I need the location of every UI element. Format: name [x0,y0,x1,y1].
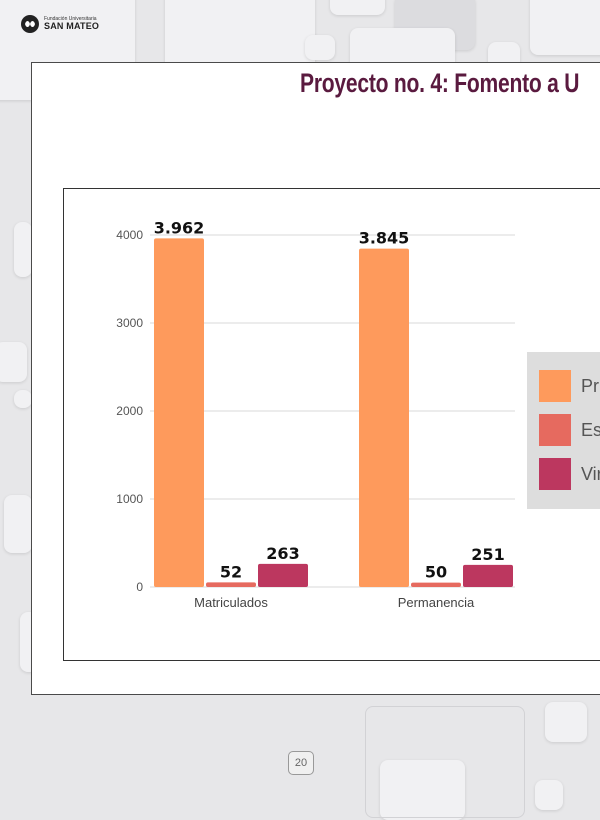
background-tile [0,342,27,382]
page-number: 20 [288,751,314,775]
data-label: 3.845 [359,229,410,248]
y-tick-label: 1000 [116,492,143,506]
logo: Fundación Universitaria SAN MATEO [20,14,99,34]
bar [154,238,204,587]
legend-swatch [539,458,571,490]
data-label: 52 [220,562,242,581]
legend-label: Esp [581,419,600,440]
y-tick-label: 4000 [116,228,143,242]
data-label: 251 [471,545,504,564]
x-tick-label: Matriculados [194,595,268,610]
chart-legend: Pr Esp Vir [527,352,600,509]
y-tick-label: 2000 [116,404,143,418]
logo-icon [21,15,39,33]
logo-subtitle: Fundación Universitaria [44,16,97,22]
legend-swatch [539,414,571,446]
x-tick-label: Permanencia [398,595,475,610]
legend-swatch [539,370,571,402]
data-label: 263 [266,544,299,563]
background-tile [4,495,32,553]
legend-label: Pr [581,375,599,396]
bar [411,582,461,587]
bar [258,563,308,587]
y-tick-label: 3000 [116,316,143,330]
bar-chart: 0 1000 2000 3000 4000 3.962 52 263 Matriculados 3… [116,218,515,610]
background-tile [14,222,32,277]
background-tile [14,390,32,408]
bar [463,564,513,587]
background-tile [305,35,335,60]
background-tile [545,702,587,742]
legend-item: Vir [539,458,600,490]
y-tick-label: 0 [136,580,143,594]
slide-title: Proyecto no. 4: Fomento a U [300,68,580,98]
bar [206,582,256,587]
background-tile [530,0,600,55]
data-label: 3.962 [154,218,205,237]
bar [359,248,409,587]
logo-name: SAN MATEO [44,21,100,31]
legend-label: Vir [581,463,600,484]
background-tile [330,0,385,15]
data-label: 50 [425,563,447,582]
legend-item: Pr [539,370,599,402]
legend-item: Esp [539,414,600,446]
